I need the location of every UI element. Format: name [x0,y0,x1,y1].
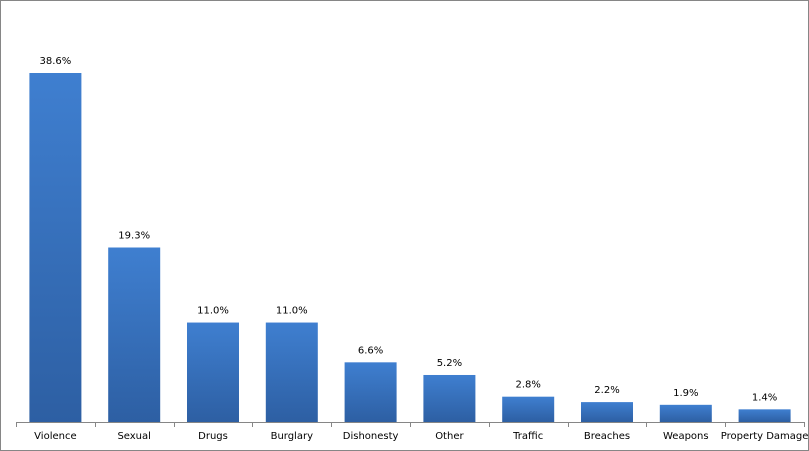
value-label: 5.2% [437,358,462,369]
x-tick-label: Other [435,431,464,442]
value-label: 6.6% [358,345,383,356]
value-label: 1.4% [752,392,777,403]
bar [265,322,318,422]
value-label: 19.3% [118,231,150,242]
bar [187,322,239,422]
value-label: 1.9% [673,388,698,399]
bar [502,396,555,422]
x-tick-label: Breaches [584,431,630,442]
bar [581,402,633,422]
value-label: 11.0% [276,306,308,317]
x-tick-label: Traffic [512,431,543,442]
x-tick-label: Weapons [663,431,709,442]
bar [29,73,82,422]
x-tick-label: Sexual [117,431,151,442]
bar [659,404,712,422]
value-label: 38.6% [40,56,72,67]
bar [344,362,397,422]
bar [423,374,476,422]
value-label: 2.2% [594,385,619,396]
x-tick-label: Property Damage [721,431,809,442]
x-tick-label: Drugs [198,431,228,442]
bar [108,247,161,422]
x-tick-label: Burglary [271,431,313,442]
bar [738,409,791,422]
value-label: 11.0% [197,306,229,317]
value-label: 2.8% [515,380,540,391]
x-tick-label: Violence [34,431,76,442]
x-tick-label: Dishonesty [343,431,399,442]
